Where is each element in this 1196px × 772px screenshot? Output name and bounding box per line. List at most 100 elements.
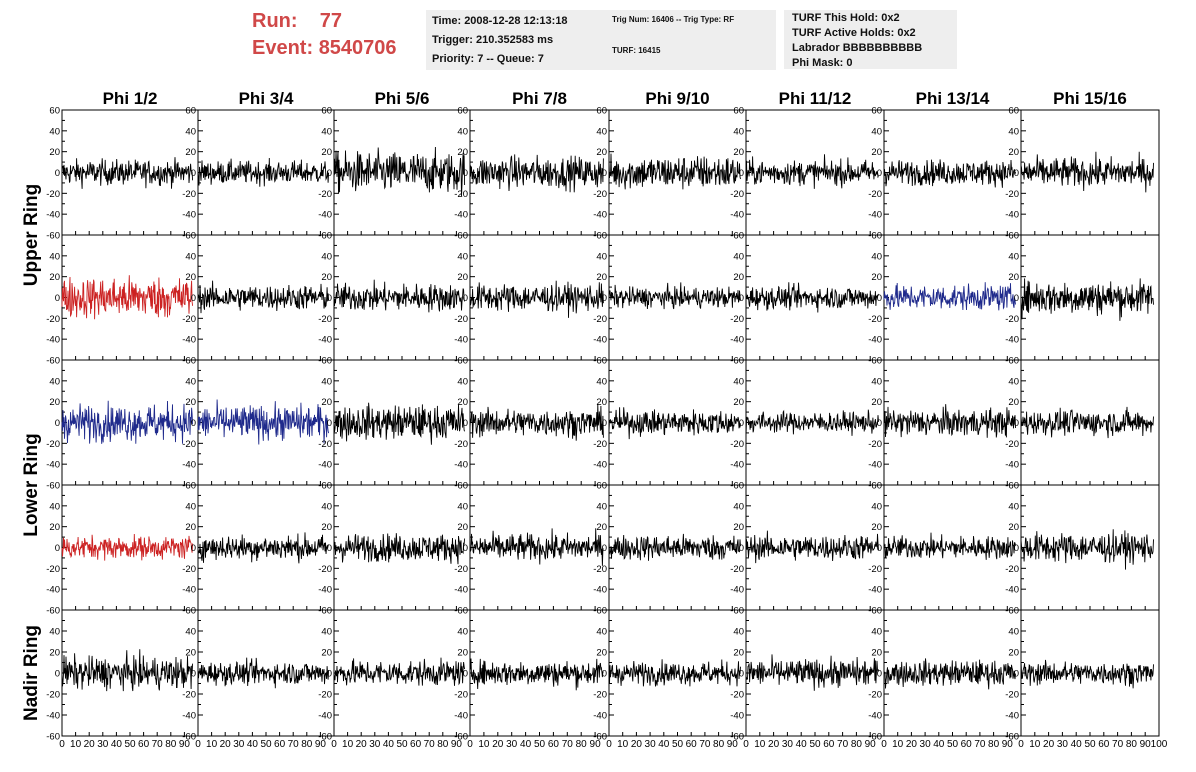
turf-info-box: TURF This Hold: 0x2 TURF Active Holds: 0…: [784, 10, 957, 69]
y-tick-label: 60: [457, 106, 468, 117]
y-tick-label: -20: [182, 690, 196, 701]
y-tick-label: 0: [1014, 418, 1019, 429]
turf-hold-text: TURF This Hold: 0x2: [792, 12, 900, 24]
y-tick-label: -60: [868, 231, 882, 242]
ring-label-3: Nadir Ring: [21, 625, 42, 721]
y-tick-label: -20: [593, 189, 607, 200]
y-tick-label: 0: [877, 669, 882, 680]
waveform-trace-r3-c2: [197, 399, 330, 445]
waveform-trace-r2-c5: [608, 282, 741, 310]
y-tick-label: -40: [318, 585, 332, 596]
x-tick-label: 30: [645, 739, 657, 750]
y-tick-label: 40: [871, 126, 882, 137]
y-tick-label: 40: [596, 251, 607, 262]
y-tick-label: -40: [182, 460, 196, 471]
x-tick-label: 70: [1112, 739, 1124, 750]
y-tick-label: 0: [739, 418, 744, 429]
y-tick-label: -20: [593, 564, 607, 575]
x-tick-label: 80: [988, 739, 1000, 750]
waveform-trace-r2-c4: [469, 280, 604, 318]
y-tick-label: -40: [868, 711, 882, 722]
y-tick-label: -20: [454, 690, 468, 701]
y-tick-label: 0: [191, 293, 196, 304]
y-tick-label: -20: [182, 439, 196, 450]
waveform-trace-r5-c5: [608, 659, 741, 687]
x-tick-label: 60: [823, 739, 835, 750]
y-tick-label: -40: [454, 585, 468, 596]
y-tick-label: -20: [182, 189, 196, 200]
waveform-trace-r4-c1: [61, 533, 194, 561]
y-tick-label: -60: [318, 606, 332, 617]
y-tick-label: 40: [596, 501, 607, 512]
waveform-trace-r4-c5: [608, 533, 741, 561]
y-tick-label: 20: [871, 522, 882, 533]
x-tick-label: 40: [658, 739, 670, 750]
y-tick-label: -60: [46, 732, 60, 743]
y-tick-label: -60: [1005, 356, 1019, 367]
y-tick-label: -40: [182, 210, 196, 221]
y-tick-label: -60: [182, 481, 196, 492]
turf-active-text: TURF Active Holds: 0x2: [792, 27, 916, 39]
x-tick-label: 90: [1140, 739, 1152, 750]
y-tick-label: -60: [46, 606, 60, 617]
y-tick-label: 40: [596, 126, 607, 137]
x-tick-label: 10: [478, 739, 490, 750]
y-tick-label: -40: [454, 711, 468, 722]
y-tick-label: -20: [868, 439, 882, 450]
y-tick-label: 40: [1008, 126, 1019, 137]
waveform-trace-r3-c6: [745, 409, 879, 436]
waveform-trace-r3-c3: [333, 402, 466, 445]
y-tick-label: 0: [191, 543, 196, 554]
y-tick-label: -60: [730, 481, 744, 492]
y-tick-label: 20: [457, 522, 468, 533]
y-tick-label: -20: [454, 439, 468, 450]
event-row: Event: 8540706: [252, 35, 397, 62]
x-tick-label: 90: [451, 739, 463, 750]
x-tick-label: 70: [562, 739, 574, 750]
y-tick-label: 20: [871, 147, 882, 158]
y-tick-label: -20: [868, 189, 882, 200]
waveform-trace-r2-c2: [197, 280, 330, 314]
x-tick-label: 30: [782, 739, 794, 750]
x-tick-label: 0: [331, 739, 337, 750]
x-tick-label: 30: [920, 739, 932, 750]
y-tick-label: -60: [1005, 231, 1019, 242]
x-tick-label: 70: [974, 739, 986, 750]
y-tick-label: -20: [730, 189, 744, 200]
waveform-trace-r3-c8: [1020, 406, 1154, 439]
y-tick-label: -40: [730, 585, 744, 596]
y-tick-label: 0: [739, 293, 744, 304]
y-tick-label: 20: [1008, 397, 1019, 408]
y-tick-label: -40: [730, 460, 744, 471]
x-tick-label: 60: [274, 739, 286, 750]
column-header-3: Phi 5/6: [375, 89, 430, 108]
waveform-trace-r4-c8: [1020, 529, 1154, 570]
waveform-trace-r3-c7: [883, 404, 1016, 438]
y-tick-label: 0: [602, 168, 607, 179]
y-tick-label: 40: [457, 376, 468, 387]
y-tick-label: 0: [55, 418, 60, 429]
x-tick-label: 0: [743, 739, 749, 750]
y-tick-label: -40: [1005, 210, 1019, 221]
waveform-trace-r5-c7: [883, 658, 1016, 690]
y-tick-label: 40: [871, 251, 882, 262]
x-tick-label: 90: [179, 739, 191, 750]
x-tick-label: 10: [617, 739, 629, 750]
y-tick-label: 60: [733, 106, 744, 117]
x-tick-label: 40: [933, 739, 945, 750]
x-tick-label: 70: [699, 739, 711, 750]
y-tick-label: -40: [868, 335, 882, 346]
y-tick-label: 20: [1008, 522, 1019, 533]
y-tick-label: -20: [593, 439, 607, 450]
y-tick-label: -20: [1005, 439, 1019, 450]
y-tick-label: -60: [46, 231, 60, 242]
x-tick-label: 30: [506, 739, 518, 750]
x-tick-label: 90: [590, 739, 602, 750]
y-tick-label: 40: [457, 251, 468, 262]
y-tick-label: -60: [318, 481, 332, 492]
y-tick-label: 40: [733, 627, 744, 638]
y-tick-label: -60: [730, 732, 744, 743]
y-tick-label: 0: [55, 669, 60, 680]
y-tick-label: -20: [46, 564, 60, 575]
y-tick-label: 0: [463, 669, 468, 680]
